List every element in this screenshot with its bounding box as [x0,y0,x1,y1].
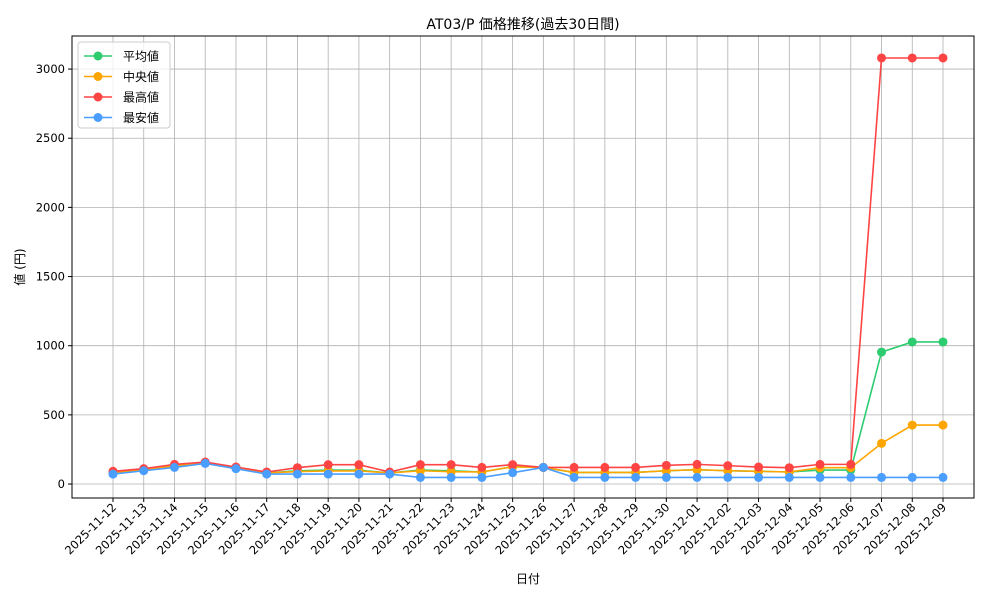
legend-label: 最安値 [123,110,159,125]
series-lines [108,53,948,482]
data-point [292,469,302,479]
series-line [112,57,943,473]
data-point [938,472,948,482]
data-point [569,472,579,482]
y-tick-label: 2500 [36,131,65,145]
data-point [323,469,333,479]
data-point [877,472,887,482]
y-tick-label: 3000 [36,62,65,76]
legend-label: 平均値 [123,49,159,64]
data-point [661,460,671,470]
data-point [723,472,733,482]
data-point [938,53,948,63]
data-point [446,472,456,482]
data-point [262,469,272,479]
data-point [907,420,917,430]
series-line [112,424,943,474]
data-point [139,466,149,476]
data-point [784,463,794,473]
grid [72,36,974,498]
data-point [631,462,641,472]
data-point [446,460,456,470]
data-point [846,472,856,482]
data-point [815,472,825,482]
data-point [877,347,887,357]
data-point [938,420,948,430]
legend-label: 中央値 [123,69,159,84]
data-point [907,53,917,63]
x-axis-label: 日付 [516,572,540,586]
data-point [692,459,702,469]
data-point [907,472,917,482]
data-point [907,337,917,347]
data-point [354,460,364,470]
series-line [112,462,943,479]
data-point [385,469,395,479]
data-point [815,459,825,469]
data-point [508,460,518,470]
data-point [508,468,518,478]
y-tick-label: 1500 [36,270,65,284]
data-point [600,472,610,482]
data-point [754,472,764,482]
data-point [108,469,118,479]
data-point [877,53,887,63]
data-point [877,438,887,448]
legend-marker [93,92,103,102]
data-point [538,462,548,472]
y-tick-label: 500 [43,408,65,422]
data-point [477,462,487,472]
legend-marker [93,51,103,61]
data-point [784,472,794,482]
data-point [415,460,425,470]
data-point [938,337,948,347]
data-point [169,462,179,472]
data-point [631,472,641,482]
data-point [692,472,702,482]
data-point [354,469,364,479]
data-point [477,472,487,482]
data-point [292,463,302,473]
data-point [323,460,333,470]
chart-title: AT03/P 価格推移(過去30日間) [426,17,619,33]
data-point [600,462,610,472]
data-point [200,458,210,468]
legend-marker [93,72,103,81]
y-axis-label: 値 (円) [12,248,27,285]
legend-label: 最高値 [123,90,159,105]
data-point [231,464,241,474]
y-tick-label: 2000 [36,200,65,214]
axes-frame [71,35,975,499]
plot-area [72,36,974,498]
data-point [415,472,425,482]
series-3 [108,458,948,482]
y-tick-label: 0 [58,477,65,491]
y-tick-label: 1000 [36,339,65,353]
data-point [569,462,579,472]
data-point [846,459,856,469]
data-point [661,472,671,482]
data-point [723,461,733,471]
data-point [754,462,764,472]
legend-marker [93,113,103,122]
